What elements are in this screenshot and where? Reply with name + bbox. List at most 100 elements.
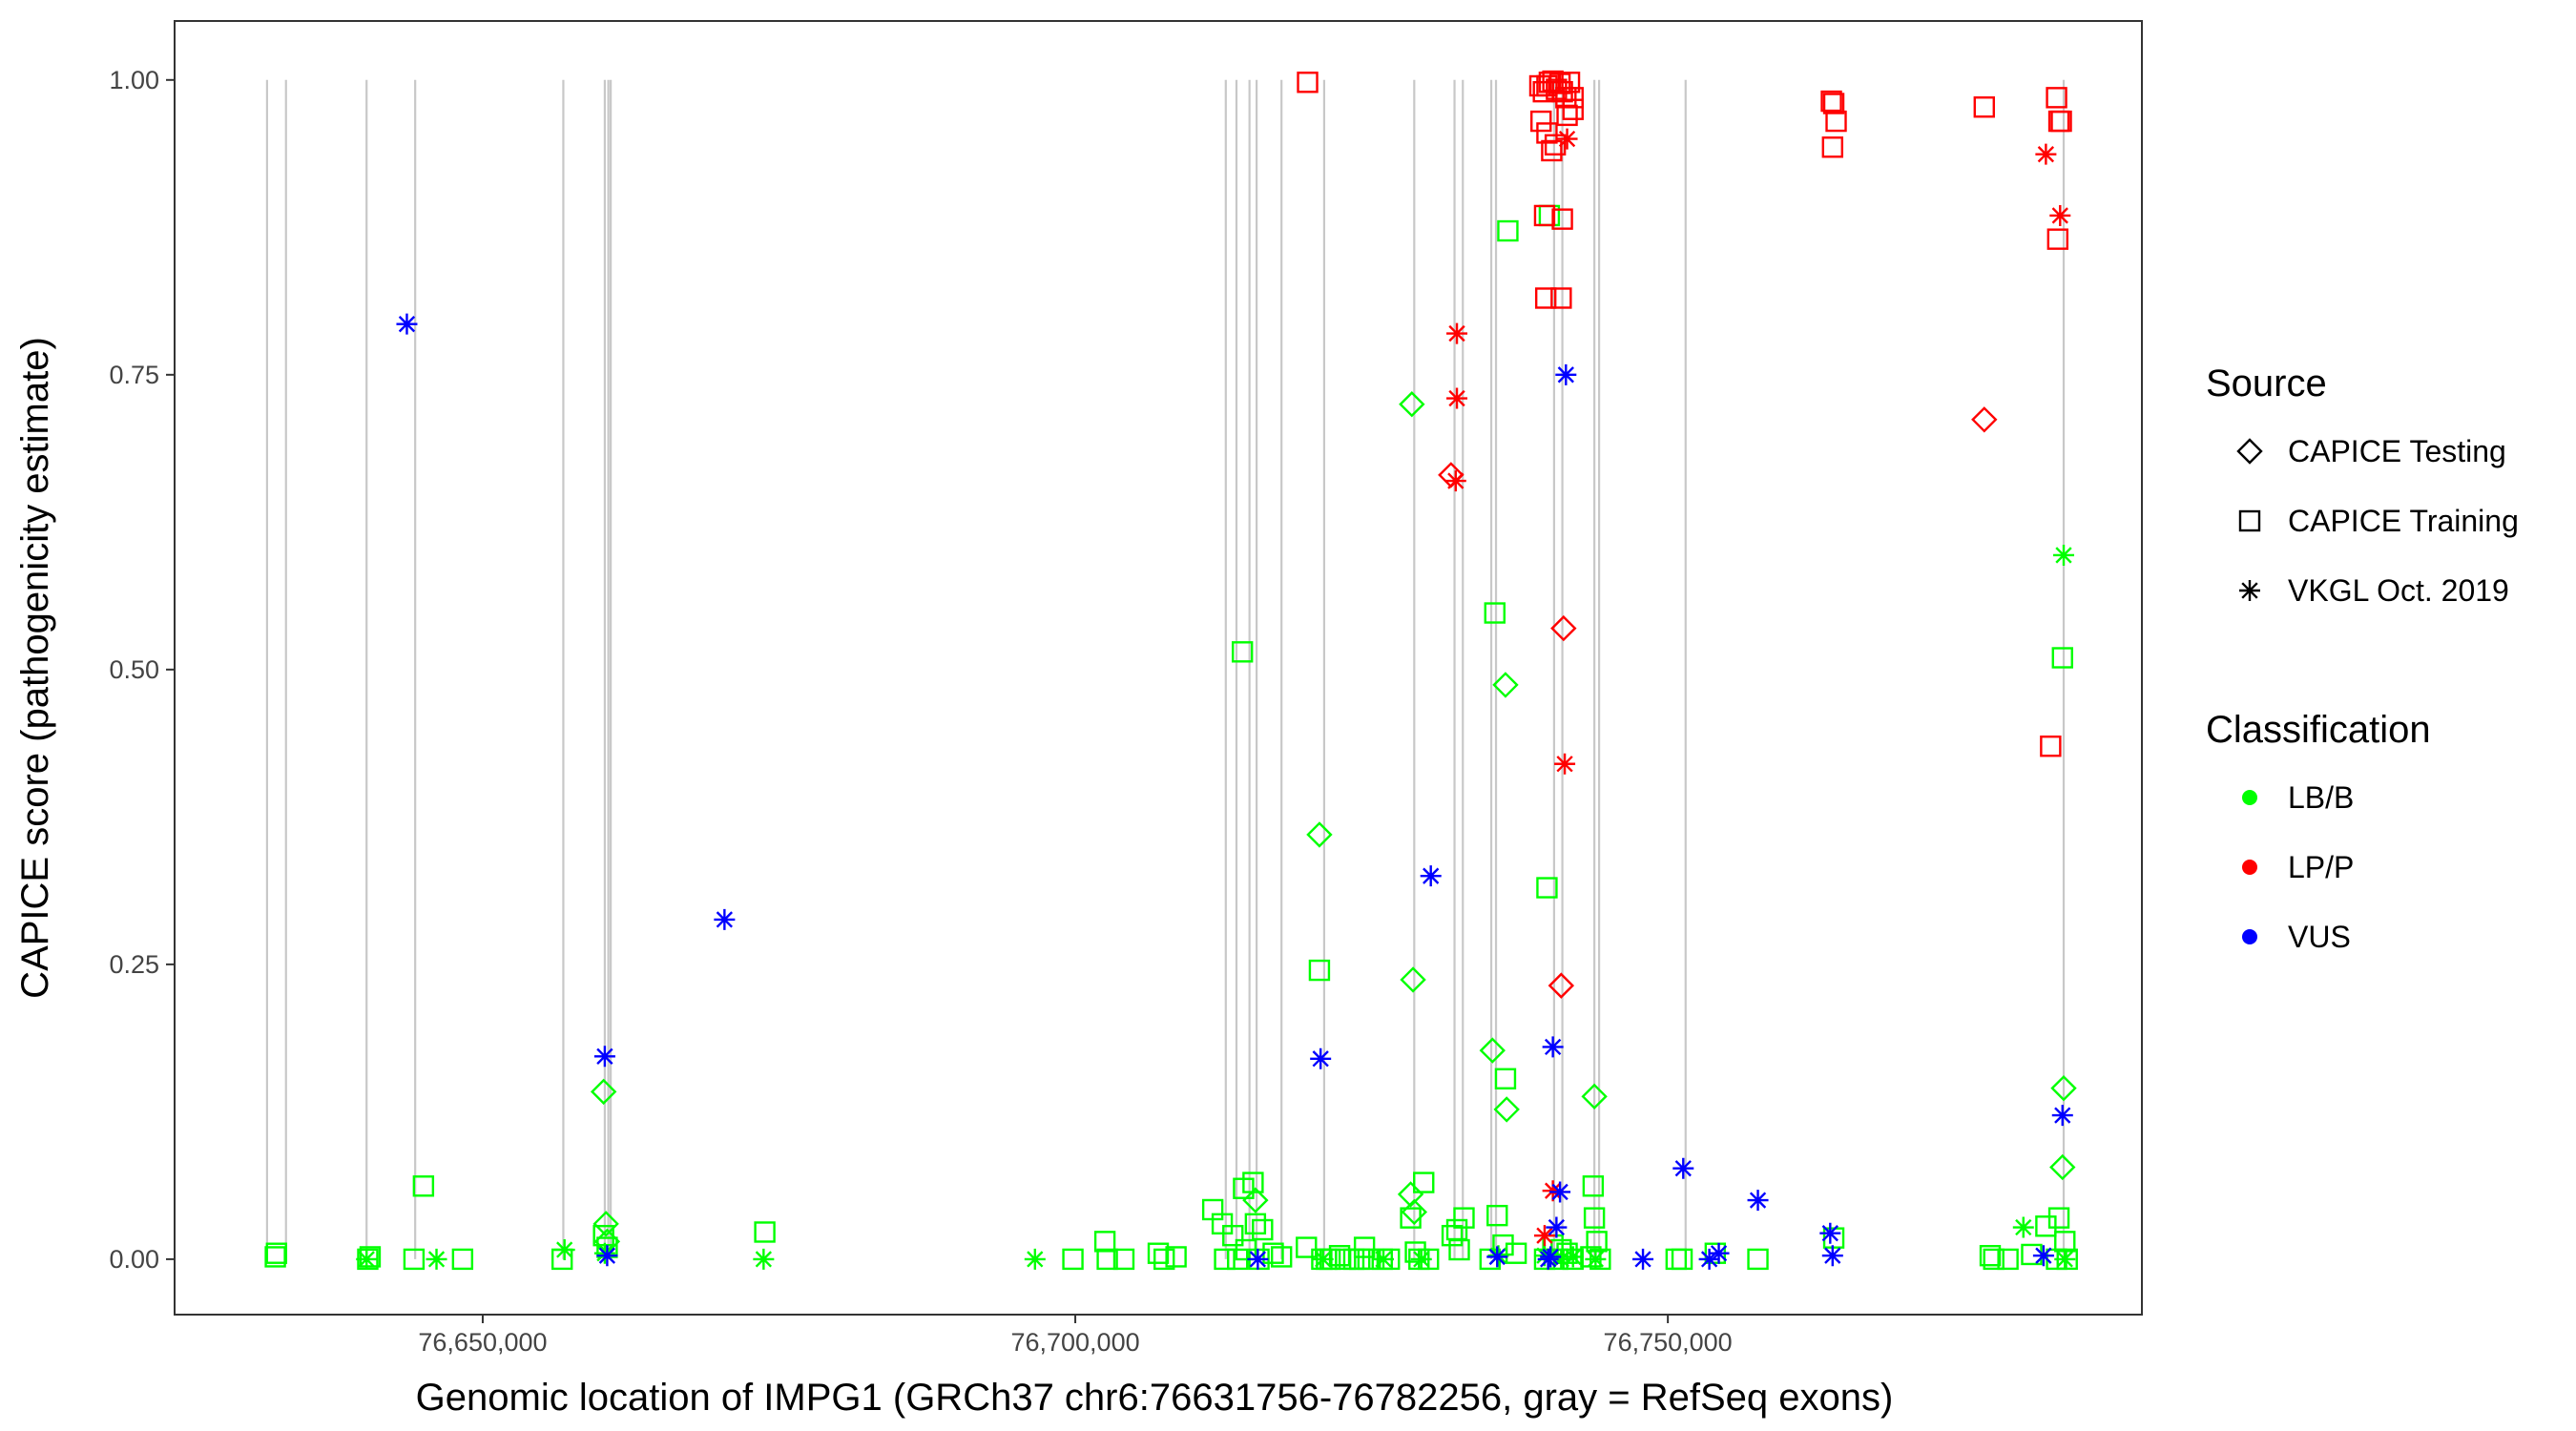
data-point <box>1533 1225 1555 1247</box>
legend-source-label: CAPICE Testing <box>2288 434 2506 468</box>
y-tick-label: 0.75 <box>109 361 159 389</box>
data-point <box>1540 1246 1562 1268</box>
data-point <box>1582 1175 1605 1197</box>
data-point <box>1632 1248 1654 1270</box>
data-point <box>754 1221 776 1243</box>
data-point <box>2050 110 2072 133</box>
data-point <box>1585 1248 1607 1270</box>
data-point <box>2046 228 2069 250</box>
data-point <box>2012 1216 2034 1238</box>
data-point <box>2051 1105 2073 1127</box>
data-point <box>1546 1216 1568 1238</box>
data-point <box>1979 1244 2002 1267</box>
data-point <box>1492 672 1519 698</box>
data-point <box>1404 1241 1426 1263</box>
legend-classification-label: LB/B <box>2288 780 2354 815</box>
data-point <box>356 1248 378 1270</box>
y-tick-label: 0.50 <box>109 655 159 684</box>
data-point <box>1297 72 1319 93</box>
data-point <box>1497 219 1519 242</box>
data-point <box>1672 1157 1694 1179</box>
data-point <box>1825 110 1847 133</box>
data-point <box>1821 1245 1843 1267</box>
plot-panel-border <box>174 20 2143 1316</box>
data-point <box>1420 865 1442 887</box>
x-axis-title: Genomic location of IMPG1 (GRCh37 chr6:7… <box>416 1377 1894 1419</box>
data-point <box>412 1175 435 1197</box>
legend-source-items: CAPICE Testing CAPICE Training VKGL Oct. 2… <box>2236 434 2519 608</box>
legend-classification-key <box>2242 929 2257 944</box>
data-point <box>2040 736 2062 757</box>
data-point <box>1555 363 1577 385</box>
data-point <box>1533 204 1556 227</box>
data-point <box>1551 208 1573 230</box>
data-point <box>1112 1248 1135 1271</box>
data-point <box>596 1245 618 1267</box>
data-point <box>1244 1213 1267 1235</box>
legend-source-key <box>2236 438 2263 465</box>
data-point <box>1353 1236 1376 1258</box>
data-point <box>1550 287 1572 309</box>
data-point <box>1536 877 1558 899</box>
x-axis: 76,650,000 76,700,000 76,750,000 <box>418 1315 1733 1357</box>
data-point <box>753 1248 775 1270</box>
data-point <box>592 1211 619 1237</box>
data-point <box>1147 1242 1170 1264</box>
data-point <box>1671 1248 1693 1271</box>
data-point <box>1479 1037 1506 1064</box>
data-point <box>1484 602 1506 624</box>
data-point <box>1541 139 1563 162</box>
data-point <box>1231 641 1254 663</box>
legend-classification-key <box>2242 860 2257 875</box>
data-point <box>593 1046 615 1068</box>
data-point <box>1062 1248 1084 1271</box>
data-point <box>451 1248 474 1271</box>
data-point <box>1698 1248 1720 1270</box>
data-point <box>1400 966 1426 993</box>
data-point <box>1270 1246 1293 1268</box>
data-point <box>1554 753 1576 775</box>
data-point <box>1093 1231 1116 1253</box>
data-point <box>426 1248 447 1270</box>
data-point <box>2047 1207 2070 1229</box>
data-point <box>1410 1248 1432 1270</box>
data-point <box>1310 1047 1332 1069</box>
data-point <box>1821 136 1843 158</box>
data-point <box>2046 87 2067 109</box>
data-point <box>1583 1207 1606 1229</box>
data-point <box>1296 1236 1318 1258</box>
data-point <box>1973 96 1995 118</box>
data-point <box>1586 1231 1608 1253</box>
data-point <box>1448 1238 1470 1261</box>
data-point <box>1446 322 1468 344</box>
data-point <box>2050 1074 2077 1102</box>
data-point <box>1822 93 1845 114</box>
data-point <box>1096 1248 1118 1271</box>
legend-classification-label: VUS <box>2288 920 2351 954</box>
data-point <box>403 1248 426 1271</box>
data-point <box>1747 1248 1769 1271</box>
data-point <box>2035 143 2057 165</box>
data-point <box>1153 1248 1175 1271</box>
legend-classification-items: LB/B LP/P VUS <box>2242 780 2354 954</box>
data-point <box>1536 122 1558 144</box>
legend-classification-title: Classification <box>2206 709 2431 751</box>
data-point <box>1505 1242 1527 1264</box>
data-point <box>264 1246 286 1268</box>
legend-classification-key <box>2242 790 2257 805</box>
data-point <box>1373 1248 1395 1270</box>
y-tick-label: 0.25 <box>109 950 159 979</box>
data-point <box>1971 406 1998 433</box>
data-point <box>2049 1153 2076 1181</box>
data-point <box>1252 1218 1274 1241</box>
data-point <box>1214 1248 1236 1271</box>
x-tick-label: 76,750,000 <box>1604 1328 1733 1357</box>
data-point <box>1165 1246 1187 1268</box>
data-point <box>590 1078 617 1106</box>
data-point <box>1401 1198 1428 1226</box>
data-point <box>1548 972 1575 999</box>
data-point <box>1413 1172 1435 1193</box>
data-point <box>1708 1242 1730 1264</box>
data-point <box>1222 1224 1244 1247</box>
data-point <box>1444 470 1466 492</box>
